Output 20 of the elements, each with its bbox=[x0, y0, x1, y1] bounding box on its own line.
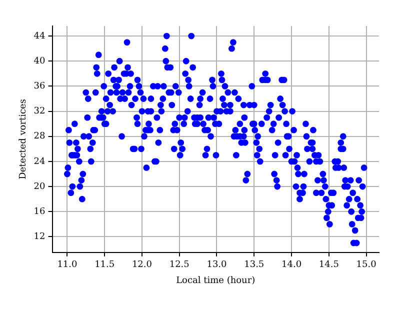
x-tick-label: 14.0 bbox=[281, 260, 302, 270]
x-tick-label: 15.0 bbox=[356, 260, 377, 270]
y-tick-label: 40 bbox=[34, 56, 46, 66]
x-tick-label: 12.5 bbox=[169, 260, 190, 270]
y-tick-label: 24 bbox=[34, 156, 46, 167]
x-tick-label: 13.5 bbox=[244, 260, 264, 270]
y-tick-label: 44 bbox=[34, 31, 46, 42]
x-axis-title: Local time (hour) bbox=[176, 276, 256, 286]
x-tick-label: 11.5 bbox=[94, 260, 115, 270]
x-tick-label: 14.5 bbox=[318, 260, 340, 270]
y-axis-title: Detected vortices bbox=[18, 98, 29, 180]
y-tick-label: 12 bbox=[34, 232, 46, 242]
x-tick-label: 13.0 bbox=[206, 260, 228, 270]
y-tick-label: 32 bbox=[34, 106, 46, 117]
y-tick-label: 16 bbox=[34, 206, 46, 217]
x-tick-label: 12.0 bbox=[132, 260, 152, 270]
y-tick-label: 20 bbox=[34, 182, 46, 192]
x-tick-label: 11.0 bbox=[57, 260, 78, 270]
y-tick-label: 36 bbox=[34, 82, 46, 92]
y-tick-label: 28 bbox=[34, 132, 46, 142]
